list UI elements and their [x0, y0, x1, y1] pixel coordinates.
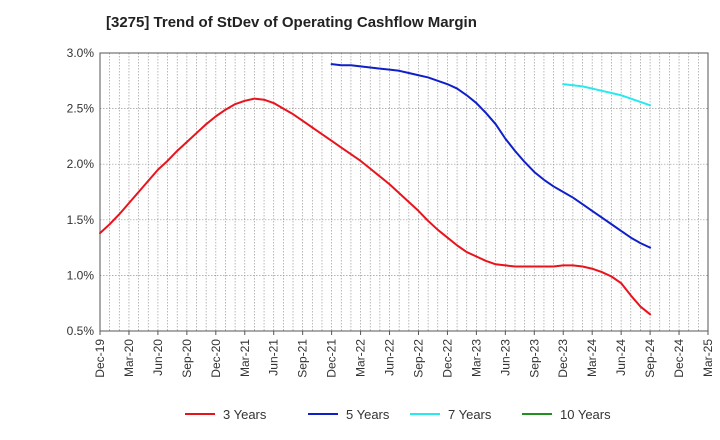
x-tick-label: Mar-23: [469, 339, 483, 377]
x-tick-label: Sep-21: [296, 339, 310, 378]
x-tick-label: Mar-22: [354, 339, 368, 377]
x-tick-label: Jun-20: [151, 339, 165, 376]
x-tick-label: Sep-23: [527, 339, 541, 378]
x-tick-label: Mar-25: [701, 339, 715, 377]
y-tick-label: 2.5%: [67, 102, 95, 116]
x-tick-label: Mar-20: [122, 339, 136, 377]
x-tick-label: Dec-21: [325, 339, 339, 378]
series-line-7-years: [562, 83, 652, 107]
y-tick-label: 0.5%: [67, 324, 95, 338]
legend-label: 7 Years: [448, 407, 492, 422]
legend-label: 10 Years: [560, 407, 611, 422]
x-tick-label: Dec-20: [209, 339, 223, 378]
series-line-3-years: [99, 97, 652, 316]
x-tick-label: Dec-24: [672, 339, 686, 378]
chart-title: [3275] Trend of StDev of Operating Cashf…: [106, 14, 477, 31]
y-tick-label: 3.0%: [67, 46, 95, 60]
plot-area: [100, 53, 708, 331]
x-tick-label: Sep-20: [180, 339, 194, 378]
y-tick-label: 1.5%: [67, 213, 95, 227]
y-tick-label: 2.0%: [67, 157, 95, 171]
x-tick-label: Jun-22: [383, 339, 397, 376]
x-tick-label: Sep-22: [411, 339, 425, 378]
x-tick-label: Mar-24: [585, 339, 599, 377]
y-tick-label: 1.0%: [67, 268, 95, 282]
x-tick-label: Dec-19: [93, 339, 107, 378]
x-tick-label: Jun-24: [614, 339, 628, 376]
legend-label: 5 Years: [346, 407, 390, 422]
x-tick-label: Dec-23: [556, 339, 570, 378]
series-line-5-years: [330, 63, 652, 249]
x-tick-label: Jun-21: [267, 339, 281, 376]
x-tick-label: Mar-21: [238, 339, 252, 377]
plot-border: [99, 52, 709, 332]
x-tick-label: Jun-23: [498, 339, 512, 376]
x-tick-label: Sep-24: [643, 339, 657, 378]
x-tick-label: Dec-22: [440, 339, 454, 378]
legend-label: 3 Years: [223, 407, 267, 422]
